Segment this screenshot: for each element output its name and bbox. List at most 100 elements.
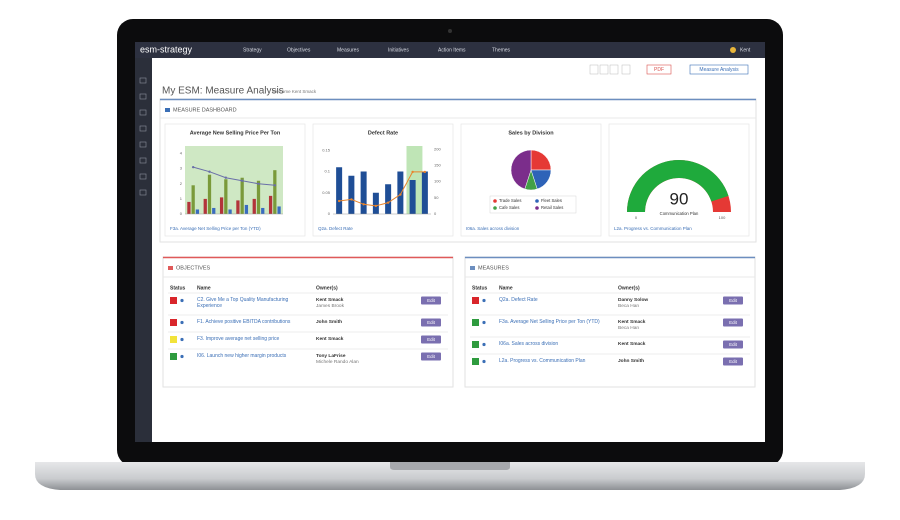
edit-button-label[interactable]: Edit	[729, 359, 738, 364]
edit-button-label[interactable]: Edit	[729, 298, 738, 303]
logo[interactable]: esm-strategy	[140, 44, 193, 54]
row-icon	[180, 354, 184, 359]
line-point	[240, 179, 244, 182]
widget-link[interactable]: F3a. Average Net Selling Price per Ton (…	[170, 226, 261, 231]
base-notch	[390, 462, 510, 470]
edit-button[interactable]	[723, 340, 743, 349]
toolbar-button-label[interactable]: Measure Analysis	[699, 67, 739, 73]
status-indicator	[472, 297, 479, 304]
row-name[interactable]: F3a. Average Net Selling Price per Ton (…	[499, 319, 600, 325]
status-indicator	[170, 353, 177, 360]
edit-button[interactable]	[421, 352, 441, 361]
row-name[interactable]: F3. Improve average net selling price	[197, 336, 280, 342]
y2-tick-label: 150	[434, 162, 441, 167]
bar	[261, 207, 265, 214]
status-indicator	[170, 319, 177, 326]
nav-menu-item[interactable]: Measures	[337, 47, 359, 53]
toolbar-icon-button[interactable]	[621, 64, 631, 75]
bar	[268, 195, 273, 214]
nav-menu-item[interactable]: Action Items	[438, 47, 466, 53]
legend-swatch	[535, 206, 539, 210]
y-tick-label: 0	[328, 211, 331, 216]
row-icon	[482, 298, 486, 303]
y-tick-label: 0.15	[322, 147, 331, 152]
line-point	[362, 203, 365, 206]
nav-menu-item[interactable]: Themes	[492, 47, 511, 53]
sidebar-icon	[139, 77, 147, 84]
nav-menu-item[interactable]: Strategy	[243, 47, 262, 53]
nav-menu-item[interactable]: Objectives	[287, 47, 311, 53]
row-name[interactable]: L2a. Progress vs. Communication Plan	[499, 358, 586, 364]
name-cell: F1. Achieve positive EBITDA contribution…	[197, 319, 291, 325]
panel-icon	[168, 266, 173, 270]
bar	[224, 179, 228, 214]
owner: Beca Han	[618, 325, 639, 331]
edit-button-label[interactable]: Edit	[427, 337, 436, 342]
legend-label: Cafe Sales	[499, 205, 519, 210]
row-name[interactable]: I06. Launch new higher margin products	[197, 353, 287, 359]
legend-box	[489, 195, 577, 214]
nav-user[interactable]: Kent	[740, 47, 751, 53]
row-icon	[482, 359, 486, 364]
edit-button-label[interactable]: Edit	[729, 320, 738, 325]
toolbar-icon-button[interactable]	[609, 64, 619, 75]
widget-title: Defect Rate	[368, 130, 398, 136]
widget-link[interactable]: I06a. Sales across division	[466, 226, 520, 231]
edit-button-label[interactable]: Edit	[427, 354, 436, 359]
bar	[348, 175, 355, 214]
status-indicator	[472, 358, 479, 365]
row-name[interactable]: Q2a. Defect Rate	[499, 297, 538, 303]
y-tick-label: 0.1	[324, 169, 330, 174]
bar	[195, 209, 200, 214]
row-name[interactable]: C2. Give Me a Top Quality Manufacturing …	[197, 297, 289, 309]
widget-card	[312, 123, 454, 237]
owner: Tony LaFrise	[316, 353, 346, 359]
widget-link[interactable]: L2a. Progress vs. Communication Plan	[614, 226, 692, 231]
y2-tick-label: 100	[434, 179, 441, 184]
toolbar-icon-button[interactable]	[589, 64, 599, 75]
row-name[interactable]: I06a. Sales across division	[499, 341, 559, 347]
column-header: Owner(s)	[618, 285, 640, 291]
edit-button[interactable]	[421, 296, 441, 305]
toolbar-button[interactable]	[646, 64, 672, 75]
plot-background	[185, 146, 283, 214]
edit-button-label[interactable]: Edit	[427, 298, 436, 303]
panel	[162, 256, 454, 388]
gauge-value	[627, 159, 729, 212]
edit-button[interactable]	[723, 357, 743, 366]
user-avatar	[730, 47, 736, 53]
edit-button[interactable]	[421, 318, 441, 327]
edit-button-label[interactable]: Edit	[427, 320, 436, 325]
edit-button-label[interactable]: Edit	[729, 342, 738, 347]
line-point	[191, 165, 195, 169]
bar	[207, 174, 212, 214]
line-point	[374, 204, 378, 208]
toolbar-button-label[interactable]: PDF	[654, 67, 664, 73]
camera	[448, 29, 452, 33]
edit-button[interactable]	[421, 335, 441, 344]
owner: James Brook	[316, 303, 345, 309]
line-point	[399, 193, 402, 196]
edit-button[interactable]	[723, 318, 743, 327]
panel-title: OBJECTIVES	[176, 265, 211, 271]
line-point	[208, 170, 211, 173]
line	[193, 166, 275, 186]
widget-link[interactable]: Q2a. Defect Rate	[318, 226, 353, 231]
edit-button[interactable]	[723, 296, 743, 305]
sidebar-icon	[139, 189, 147, 196]
nav-menu-item[interactable]: Initiatives	[388, 47, 409, 53]
bar	[277, 206, 281, 214]
legend-swatch	[493, 206, 497, 210]
y-tick-label: 0	[180, 211, 183, 216]
bar	[240, 177, 244, 214]
row-name[interactable]: F1. Achieve positive EBITDA contribution…	[197, 319, 291, 325]
toolbar-icon-button[interactable]	[599, 64, 609, 75]
column-header: Owner(s)	[316, 285, 338, 291]
bar	[187, 201, 191, 214]
status-indicator	[472, 341, 479, 348]
widget-card	[608, 123, 750, 237]
line-point	[423, 170, 427, 174]
toolbar-button[interactable]	[689, 64, 749, 75]
name-cell: I06. Launch new higher margin products	[197, 353, 287, 359]
bar	[421, 171, 428, 214]
